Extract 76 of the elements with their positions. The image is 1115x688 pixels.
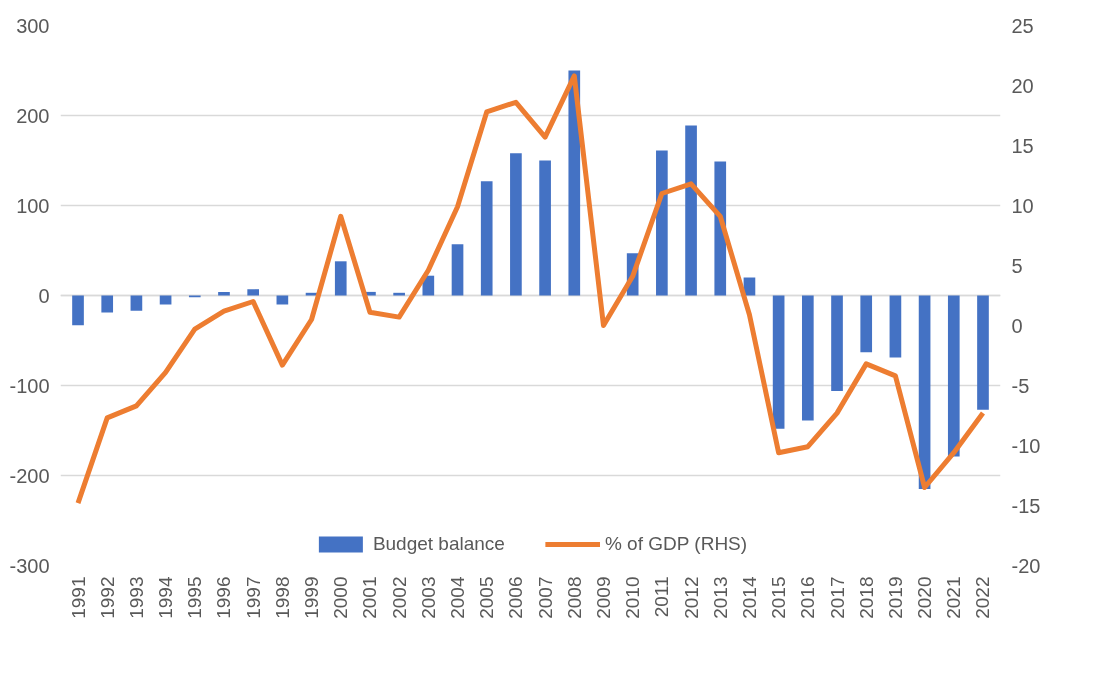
y-tick-label: 0 xyxy=(38,284,50,307)
x-tick-label: 1991 xyxy=(67,576,89,619)
y-tick-label: 100 xyxy=(16,194,50,217)
bar xyxy=(218,291,230,296)
y2-tick-label: -15 xyxy=(1011,494,1041,517)
y-tick-label: 200 xyxy=(16,104,50,127)
y2-tick-label: -20 xyxy=(1011,554,1041,577)
bar xyxy=(685,125,697,296)
y-tick-label: -200 xyxy=(9,464,50,487)
x-tick-label: 1995 xyxy=(184,576,206,619)
x-tick-label: 2003 xyxy=(417,576,439,619)
y2-tick-label: 25 xyxy=(1011,14,1034,37)
y2-tick-label: -10 xyxy=(1011,434,1041,457)
x-tick-label: 2001 xyxy=(359,576,381,619)
bar xyxy=(889,295,902,358)
y-tick-label: 300 xyxy=(16,14,50,37)
y-tick-label: -300 xyxy=(9,554,50,577)
x-tick-label: 1992 xyxy=(96,576,118,619)
y2-tick-label: 10 xyxy=(1011,194,1034,217)
bar xyxy=(947,295,960,457)
x-tick-label: 1993 xyxy=(125,576,147,619)
x-tick-label: 2015 xyxy=(768,576,790,619)
x-tick-label: 2016 xyxy=(797,576,819,619)
x-tick-label: 2002 xyxy=(388,576,410,619)
x-tick-label: 1998 xyxy=(271,576,293,619)
x-tick-label: 2009 xyxy=(592,576,614,619)
x-tick-label: 2013 xyxy=(709,576,731,619)
bar xyxy=(334,261,347,296)
bar xyxy=(72,295,84,326)
legend-label: Budget balance xyxy=(372,533,505,555)
bar xyxy=(743,277,756,296)
bar xyxy=(130,295,143,311)
bar xyxy=(714,161,727,296)
bar xyxy=(510,153,522,296)
bar xyxy=(159,295,172,305)
x-tick-label: 2010 xyxy=(622,576,644,619)
x-tick-label: 2007 xyxy=(534,576,556,619)
y2-tick-label: 15 xyxy=(1011,134,1034,157)
x-tick-label: 2004 xyxy=(447,576,469,619)
bar xyxy=(451,244,464,296)
y-tick-label: -100 xyxy=(9,374,50,397)
bar xyxy=(101,295,114,313)
x-tick-label: 1999 xyxy=(301,576,323,619)
bar xyxy=(305,292,318,296)
y2-tick-label: 5 xyxy=(1011,254,1023,277)
x-tick-label: 2008 xyxy=(563,576,585,619)
legend-label: % of GDP (RHS) xyxy=(604,533,748,555)
x-tick-label: 1996 xyxy=(213,576,235,619)
x-tick-label: 2021 xyxy=(943,576,965,619)
x-tick-label: 2017 xyxy=(826,576,848,619)
x-tick-label: 2000 xyxy=(330,576,352,619)
bar xyxy=(656,150,668,296)
x-tick-label: 2006 xyxy=(505,576,527,619)
bar xyxy=(831,295,843,391)
y2-tick-label: 20 xyxy=(1011,74,1034,97)
y2-tick-label: -5 xyxy=(1011,374,1030,397)
x-tick-label: 2019 xyxy=(884,576,906,619)
bar xyxy=(247,289,260,296)
x-tick-label: 2020 xyxy=(914,576,936,619)
bar xyxy=(801,295,814,421)
bar xyxy=(772,295,785,429)
x-tick-label: 2011 xyxy=(651,576,673,618)
x-tick-label: 1997 xyxy=(242,576,264,619)
x-tick-label: 2022 xyxy=(972,576,994,619)
bar xyxy=(480,181,493,296)
x-tick-label: 2012 xyxy=(680,576,702,619)
bar xyxy=(393,292,405,296)
x-tick-label: 1994 xyxy=(155,576,177,619)
y2-tick-label: 0 xyxy=(1011,314,1023,337)
bar xyxy=(860,295,873,353)
bar xyxy=(276,295,289,305)
bar xyxy=(539,160,551,296)
x-tick-label: 2014 xyxy=(738,576,760,619)
x-tick-label: 2005 xyxy=(476,576,498,619)
bar xyxy=(977,295,989,410)
x-tick-label: 2018 xyxy=(855,576,877,619)
